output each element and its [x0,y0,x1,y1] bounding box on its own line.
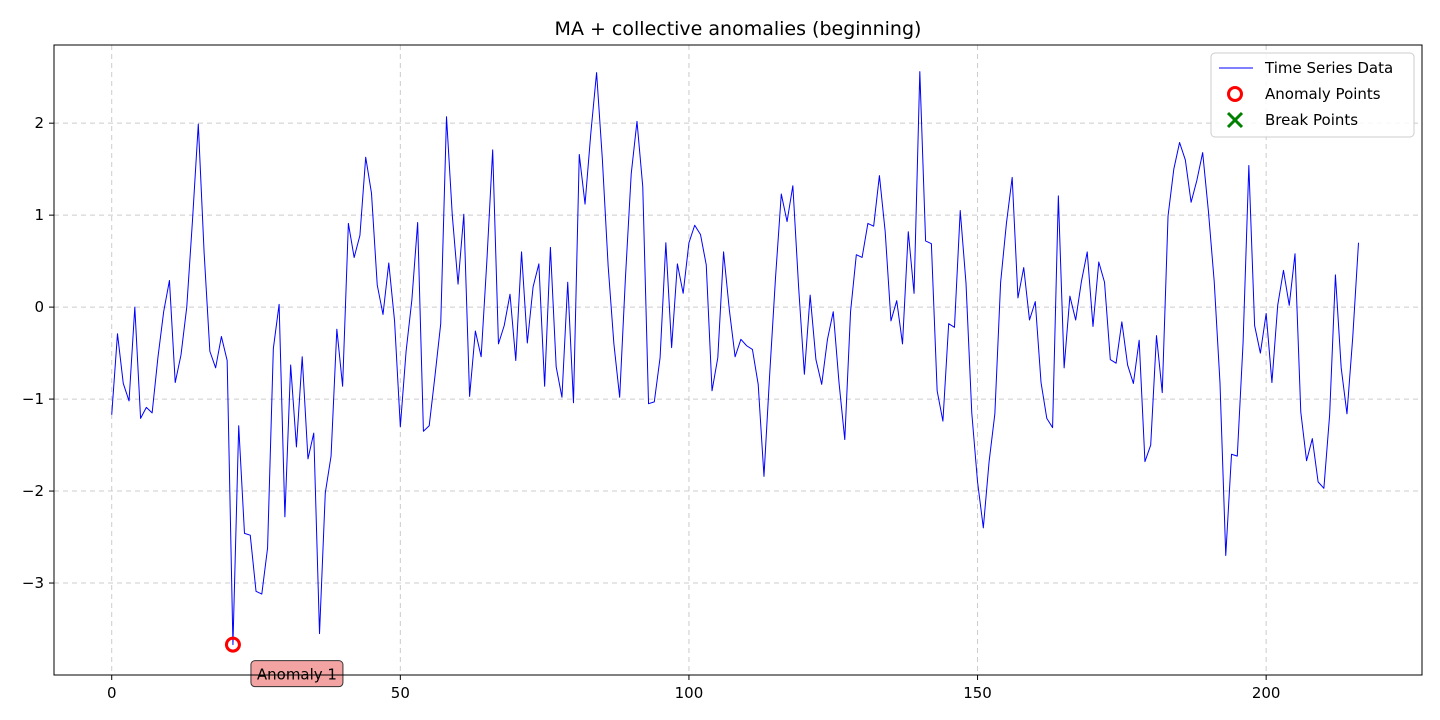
x-tick-label: 0 [107,684,117,702]
legend-label: Anomaly Points [1265,85,1381,103]
axis-ticks: 0 50 100 150 200 −3 −2 −1 0 1 2 [22,114,1281,702]
y-tick-label: −1 [22,390,44,408]
y-tick-label: −2 [22,482,44,500]
anomaly-point [224,636,241,653]
x-tick-label: 50 [391,684,410,702]
x-tick-label: 200 [1252,684,1281,702]
plot-frame [53,44,1423,676]
series-line [111,71,1360,646]
chart-title: MA + collective anomalies (beginning) [555,18,922,40]
y-tick-label: 2 [34,114,44,132]
legend-box [1210,52,1415,138]
legend: Time Series Data Anomaly Points Break Poin… [1210,52,1415,138]
grid [54,45,1422,675]
legend-x-swatch [1226,111,1244,129]
y-tick-label: 1 [34,206,44,224]
x-tick-label: 100 [675,684,704,702]
legend-label: Break Points [1265,111,1358,129]
legend-circle-swatch [1227,86,1243,102]
series-layer [111,71,1360,646]
legend-label: Time Series Data [1264,59,1393,77]
y-tick-label: −3 [22,574,44,592]
y-tick-label: 0 [34,298,44,316]
x-tick-label: 150 [963,684,992,702]
anomaly-layer: Anomaly 1 [224,636,344,688]
annotation-box [250,660,344,688]
